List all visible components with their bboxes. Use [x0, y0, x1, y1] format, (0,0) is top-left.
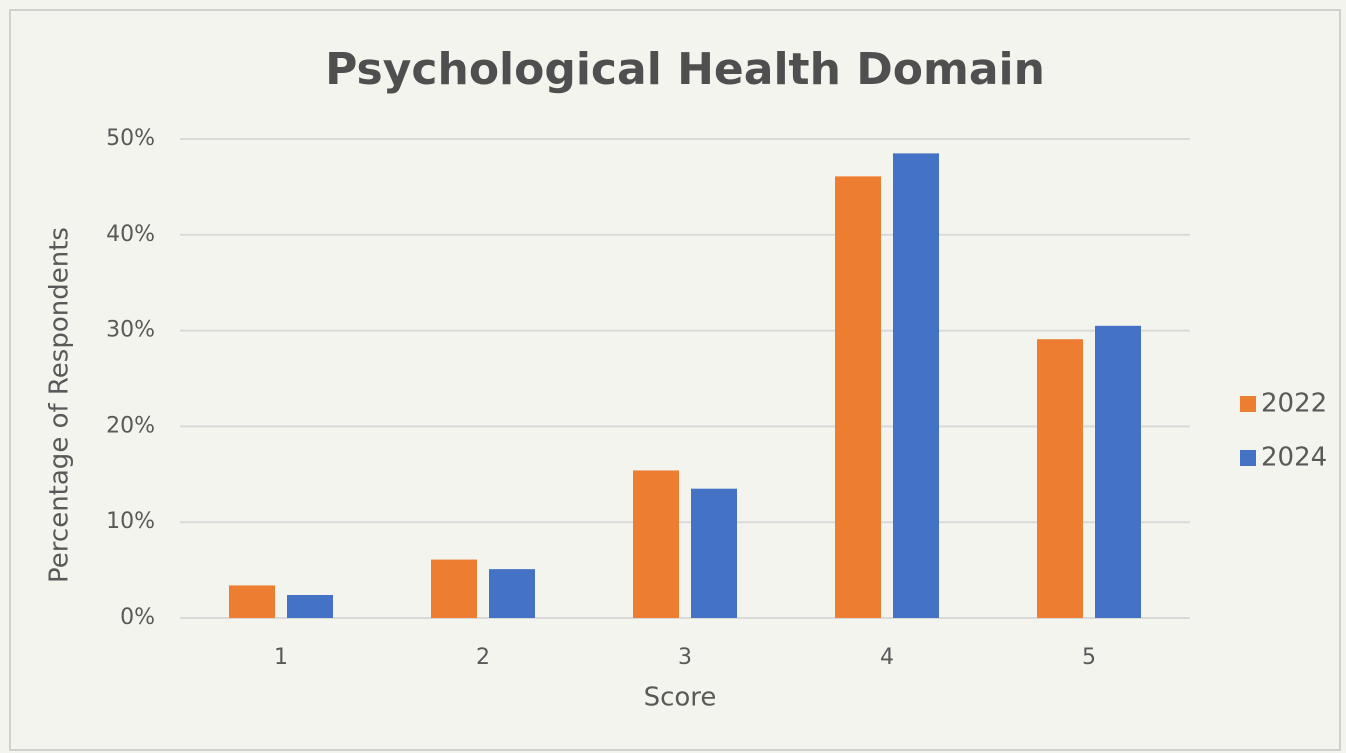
y-tick-label: 40% [106, 222, 155, 247]
bar [1095, 325, 1141, 618]
legend-swatch [1240, 450, 1256, 466]
x-axis-label: Score [644, 683, 717, 713]
bar [893, 153, 939, 618]
bar [633, 470, 679, 618]
legend-swatch [1240, 396, 1256, 412]
bar [691, 488, 737, 618]
bar [1037, 339, 1083, 618]
legend-label: 2022 [1261, 389, 1327, 419]
y-tick-label: 0% [120, 605, 155, 630]
y-axis-label: Percentage of Respondents [45, 227, 75, 583]
y-tick-label: 50% [106, 126, 155, 151]
bar [287, 595, 333, 618]
bar [431, 559, 477, 618]
x-tick-label: 3 [678, 645, 692, 670]
chart-title: Psychological Health Domain [325, 44, 1045, 95]
bar [489, 569, 535, 618]
x-tick-label: 2 [476, 645, 490, 670]
x-tick-label: 5 [1082, 645, 1096, 670]
legend-label: 2024 [1261, 443, 1327, 473]
bar [835, 176, 881, 618]
x-tick-label: 1 [274, 645, 288, 670]
bar [229, 585, 275, 618]
x-tick-label: 4 [880, 645, 894, 670]
y-tick-label: 30% [106, 318, 155, 343]
y-tick-label: 20% [106, 413, 155, 438]
chart-border [9, 9, 1341, 751]
y-tick-label: 10% [106, 509, 155, 534]
